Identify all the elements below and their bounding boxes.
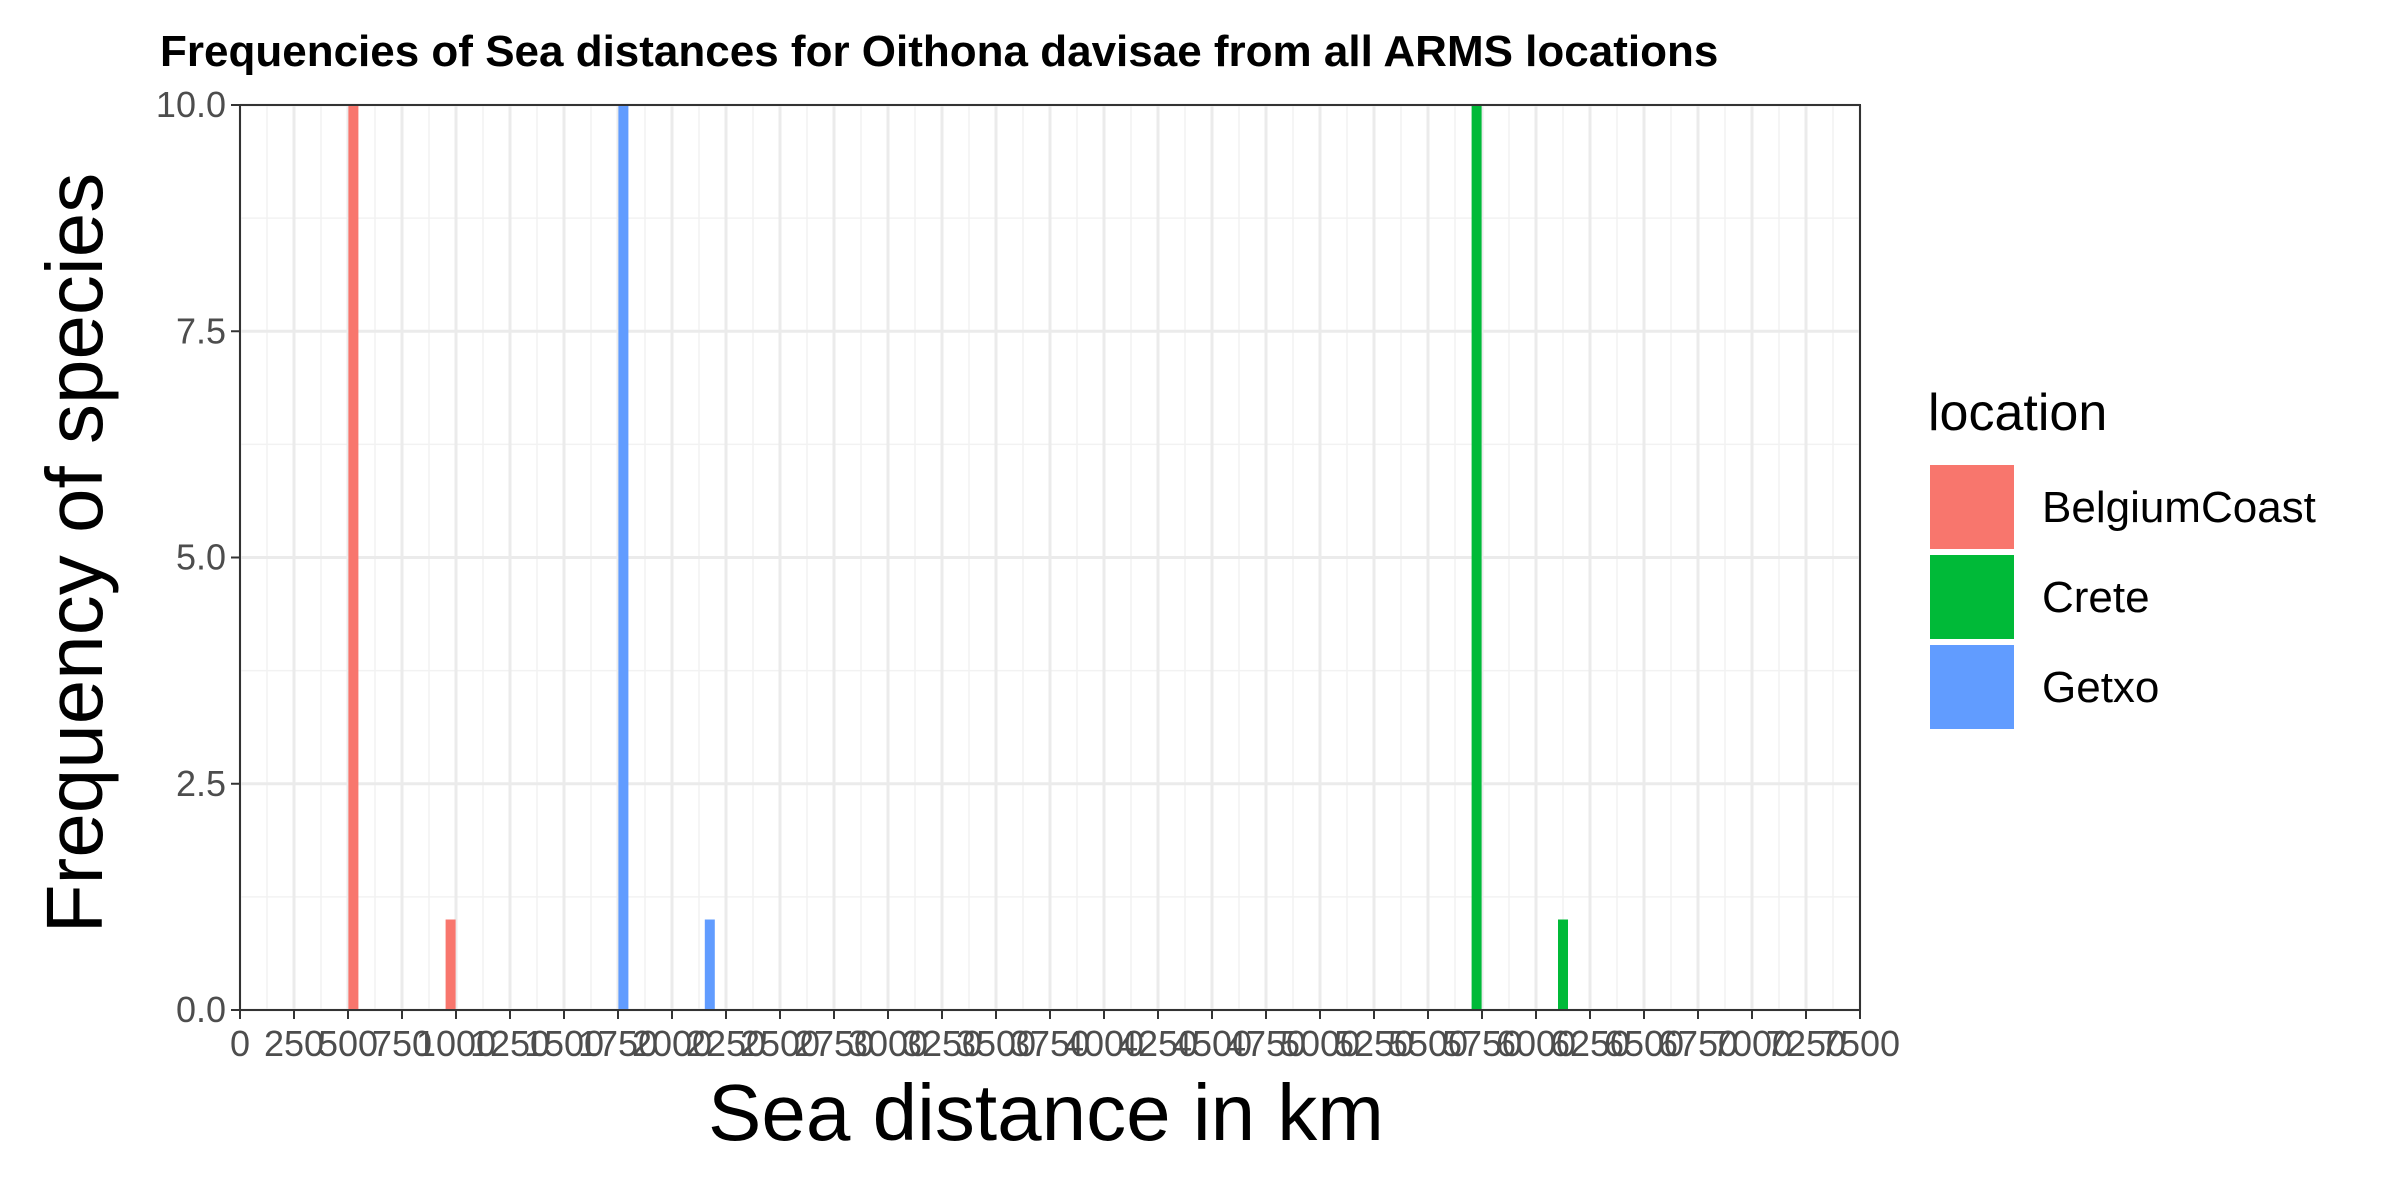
y-tick-label: 10.0	[156, 84, 226, 125]
x-tick-label: 3500	[956, 1023, 1036, 1064]
bar-crete	[1471, 105, 1482, 1010]
chart-title: Frequencies of Sea distances for Oithona…	[160, 27, 1718, 76]
y-tick-label: 7.5	[176, 310, 226, 351]
x-tick-label: 6000	[1496, 1023, 1576, 1064]
x-tick-label: 500	[318, 1023, 378, 1064]
x-tick-label: 6500	[1604, 1023, 1684, 1064]
legend-title: location	[1928, 384, 2107, 442]
x-tick-label: 5250	[1334, 1023, 1414, 1064]
x-tick-label: 750	[372, 1023, 432, 1064]
x-tick-label: 2500	[740, 1023, 820, 1064]
x-tick-label: 6750	[1658, 1023, 1738, 1064]
x-tick-label: 3250	[902, 1023, 982, 1064]
legend-label-getxo: Getxo	[2042, 663, 2159, 712]
x-tick-label: 4500	[1172, 1023, 1252, 1064]
x-tick-label: 0	[230, 1023, 250, 1064]
x-tick-label: 6250	[1550, 1023, 1630, 1064]
y-axis: 0.0 2.5 5.0 7.5 10.0	[156, 84, 240, 1030]
x-axis-title: Sea distance in km	[708, 1068, 1384, 1157]
grid	[238, 103, 1862, 1012]
bar-getxo	[704, 919, 715, 1010]
bar-crete	[1558, 919, 1568, 1010]
x-tick-label: 2750	[794, 1023, 874, 1064]
legend-label-belgiumcoast: BelgiumCoast	[2042, 483, 2316, 532]
x-tick-label: 1500	[524, 1023, 604, 1064]
x-tick-label: 1250	[470, 1023, 550, 1064]
legend-label-crete: Crete	[2042, 573, 2150, 622]
x-tick-label: 3000	[848, 1023, 928, 1064]
y-tick-label: 0.0	[176, 989, 226, 1030]
bars	[348, 105, 1568, 1010]
x-tick-label: 7000	[1712, 1023, 1792, 1064]
x-tick-label: 3750	[1010, 1023, 1090, 1064]
bar-belgiumcoast	[445, 919, 456, 1010]
x-tick-label: 7500	[1820, 1023, 1900, 1064]
y-tick-label: 5.0	[176, 537, 226, 578]
legend-key-getxo	[1930, 645, 2014, 729]
y-axis-title: Frequency of species	[30, 173, 119, 933]
x-tick-label: 250	[264, 1023, 324, 1064]
bar-belgiumcoast	[348, 105, 359, 1010]
x-tick-label: 4250	[1118, 1023, 1198, 1064]
x-tick-label: 1750	[578, 1023, 658, 1064]
legend-key-crete	[1930, 555, 2014, 639]
x-tick-label: 4750	[1226, 1023, 1306, 1064]
x-tick-label: 1000	[416, 1023, 496, 1064]
x-tick-label: 4000	[1064, 1023, 1144, 1064]
x-axis: 0 250500750100012501500175020002250250027…	[230, 1010, 1900, 1064]
bar-getxo	[618, 105, 629, 1010]
legend: location BelgiumCoast Crete Getxo	[1928, 384, 2316, 729]
x-tick-label: 7250	[1766, 1023, 1846, 1064]
x-tick-label: 5000	[1280, 1023, 1360, 1064]
x-tick-label: 5500	[1388, 1023, 1468, 1064]
x-tick-label: 5750	[1442, 1023, 1522, 1064]
x-tick-label: 2250	[686, 1023, 766, 1064]
x-tick-label: 2000	[632, 1023, 712, 1064]
legend-key-belgiumcoast	[1930, 465, 2014, 549]
y-tick-label: 2.5	[176, 763, 226, 804]
